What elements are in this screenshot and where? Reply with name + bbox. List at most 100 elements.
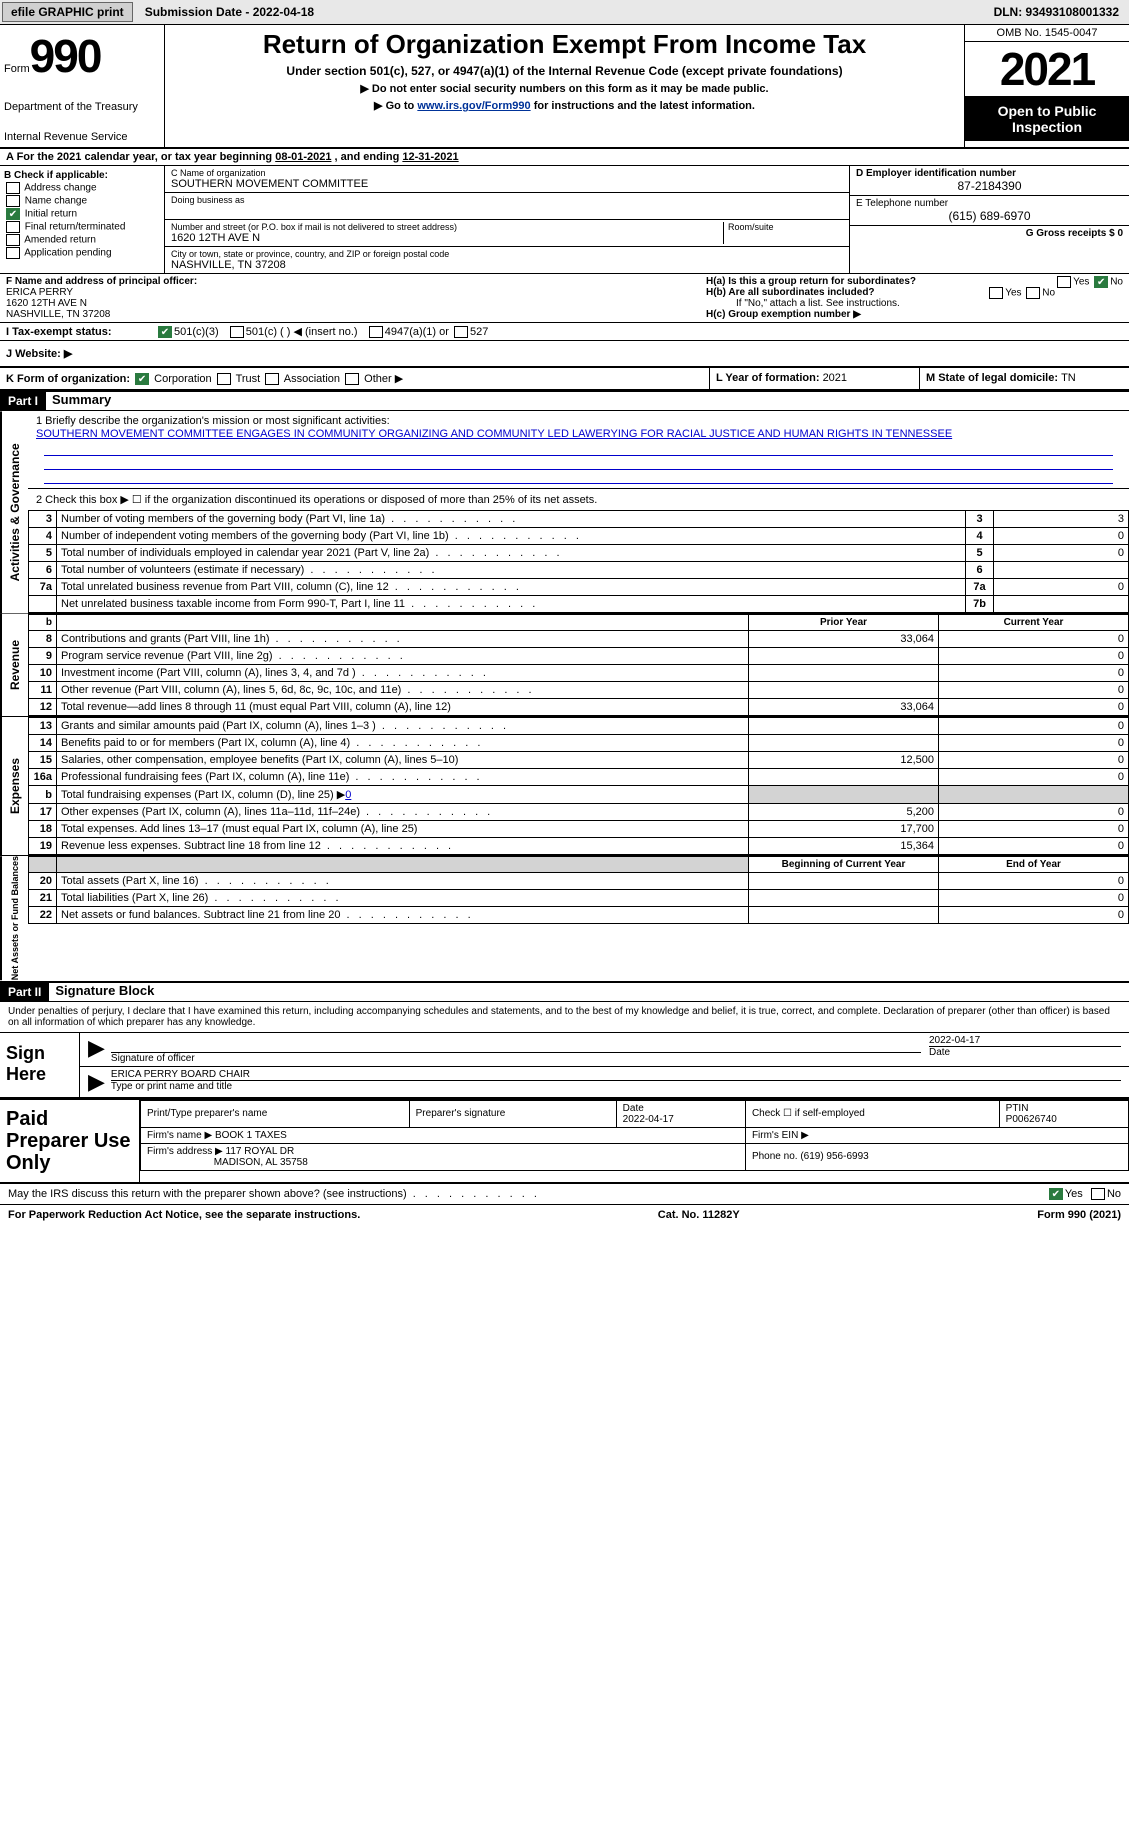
paid-firm-name-lbl: Firm's name ▶ [147,1130,215,1141]
row-6: 6Total number of volunteers (estimate if… [29,562,1129,579]
paid-preparer-table: Print/Type preparer's name Preparer's si… [140,1100,1129,1182]
m-state-domicile: M State of legal domicile: TN [919,368,1129,389]
row-i-label: I Tax-exempt status: [6,326,156,338]
na-table: Beginning of Current Year End of Year 20… [28,856,1129,924]
ha-row: H(a) Is this a group return for subordin… [706,276,1123,287]
row-16b: bTotal fundraising expenses (Part IX, co… [29,786,1129,804]
row-18: 18Total expenses. Add lines 13–17 (must … [29,821,1129,838]
col-deg: D Employer identification number 87-2184… [849,166,1129,273]
chk-amended-return[interactable]: Amended return [4,234,160,246]
sign-fields: ▶ Signature of officer 2022-04-17 Date ▶… [80,1033,1129,1097]
chk-corporation[interactable]: ✔ [135,373,149,385]
k-label: K Form of organization: [6,373,130,385]
f-lbl: F Name and address of principal officer: [6,276,197,287]
d-ein-val: 87-2184390 [856,179,1123,193]
row-9: 9Program service revenue (Part VIII, lin… [29,648,1129,665]
hb-lbl: H(b) Are all subordinates included? [706,287,875,298]
check-b-header: B Check if applicable: [4,170,108,181]
chk-initial-return[interactable]: ✔ Initial return [4,208,160,220]
row-13: 13Grants and similar amounts paid (Part … [29,718,1129,735]
footer-discuss-row: May the IRS discuss this return with the… [0,1184,1129,1205]
paid-preparer-block: Paid Preparer Use Only Print/Type prepar… [0,1098,1129,1184]
mission-blank-line-2 [44,456,1113,470]
form-header: Form990 Department of the Treasury Inter… [0,25,1129,149]
paid-row-1: Print/Type preparer's name Preparer's si… [141,1100,1129,1127]
rev-header: b Prior Year Current Year [29,615,1129,631]
row-7b: Net unrelated business taxable income fr… [29,596,1129,613]
c-name-val: SOUTHERN MOVEMENT COMMITTEE [171,178,843,190]
paid-firm-name: BOOK 1 TAXES [215,1130,287,1141]
footer-pra: For Paperwork Reduction Act Notice, see … [8,1209,360,1221]
note2-post: for instructions and the latest informat… [531,100,755,112]
chk-name-change[interactable]: Name change [4,195,160,207]
row-i-tax-status: I Tax-exempt status: ✔ 501(c)(3) 501(c) … [0,323,1129,341]
part-i-badge: Part I [0,392,46,410]
opt-527: 527 [470,326,488,338]
form-subtitle: Under section 501(c), 527, or 4947(a)(1)… [173,64,956,78]
opt-4947: 4947(a)(1) or [385,326,449,338]
chk-501c3[interactable]: ✔ [158,326,172,338]
opt-501c: 501(c) ( ) ◀ (insert no.) [246,325,358,338]
dln-label: DLN: 93493108001332 [984,3,1129,21]
k-form-org: K Form of organization: ✔ Corporation Tr… [0,368,709,389]
c-city-cell: City or town, state or province, country… [165,247,849,273]
paid-firm-phone-lbl: Phone no. [752,1151,800,1162]
l-year-formation: L Year of formation: 2021 [709,368,919,389]
gov-table: 3Number of voting members of the governi… [28,510,1129,613]
chk-527[interactable] [454,326,468,338]
expenses-block: Expenses 13Grants and similar amounts pa… [0,717,1129,856]
irs-label: Internal Revenue Service [4,131,160,143]
header-left: Form990 Department of the Treasury Inter… [0,25,165,147]
row-12: 12Total revenue—add lines 8 through 11 (… [29,699,1129,716]
sig-officer-lbl: Signature of officer [111,1053,921,1064]
d-ein-lbl: D Employer identification number [856,168,1016,179]
f-line1: 1620 12TH AVE N [6,298,87,309]
row-21: 21Total liabilities (Part X, line 26)0 [29,890,1129,907]
chk-discuss-no[interactable] [1091,1188,1105,1200]
sig-date-lbl: Date [929,1047,1121,1058]
section-bcdeg: B Check if applicable: Address change Na… [0,166,1129,274]
f-line2: NASHVILLE, TN 37208 [6,309,110,320]
g-gross-lbl: G Gross receipts $ [1026,228,1118,239]
chk-discuss-yes[interactable]: ✔ [1049,1188,1063,1200]
chk-trust[interactable] [217,373,231,385]
chk-app-pending[interactable]: Application pending [4,247,160,259]
form-number: 990 [30,30,101,82]
ha-no: No [1110,277,1123,288]
perjury-declaration: Under penalties of perjury, I declare th… [0,1002,1129,1033]
na-body: Beginning of Current Year End of Year 20… [28,856,1129,980]
row-20: 20Total assets (Part X, line 16)0 [29,873,1129,890]
row-19: 19Revenue less expenses. Subtract line 1… [29,838,1129,855]
e-phone-lbl: E Telephone number [856,198,1123,209]
paid-ptin-val: P00626740 [1006,1114,1057,1125]
chk-address-change[interactable]: Address change [4,182,160,194]
row-8: 8Contributions and grants (Part VIII, li… [29,631,1129,648]
row-16a: 16aProfessional fundraising fees (Part I… [29,769,1129,786]
c-dba-lbl: Doing business as [171,195,843,205]
sign-here-label: Sign Here [0,1033,80,1097]
part-ii-title: Signature Block [49,983,154,1001]
paid-firm-ein: Firm's EIN ▶ [745,1127,1128,1143]
net-assets-block: Net Assets or Fund Balances Beginning of… [0,856,1129,982]
chk-4947[interactable] [369,326,383,338]
paid-firm-phone: (619) 956-6993 [800,1151,868,1162]
efile-print-button[interactable]: efile GRAPHIC print [2,2,133,22]
irs-link[interactable]: www.irs.gov/Form990 [417,100,530,112]
row-a-mid: , and ending [331,151,402,163]
hb-note: If "No," attach a list. See instructions… [706,298,1123,309]
mission-blank-line-3 [44,470,1113,484]
col-f-officer: F Name and address of principal officer:… [0,274,700,322]
chk-association[interactable] [265,373,279,385]
chk-501c[interactable] [230,326,244,338]
c-city-lbl: City or town, state or province, country… [171,249,843,259]
arrow-icon: ▶ [88,1035,111,1064]
chk-other[interactable] [345,373,359,385]
paid-firm-addr-lbl: Firm's address ▶ [147,1146,226,1157]
ha-yes: Yes [1073,277,1089,288]
footer-form: Form 990 (2021) [1037,1209,1121,1221]
header-mid: Return of Organization Exempt From Incom… [165,25,964,147]
sign-here-block: Sign Here ▶ Signature of officer 2022-04… [0,1033,1129,1098]
chk-final-return[interactable]: Final return/terminated [4,221,160,233]
row-5: 5Total number of individuals employed in… [29,545,1129,562]
g-gross-cell: G Gross receipts $ 0 [850,226,1129,241]
